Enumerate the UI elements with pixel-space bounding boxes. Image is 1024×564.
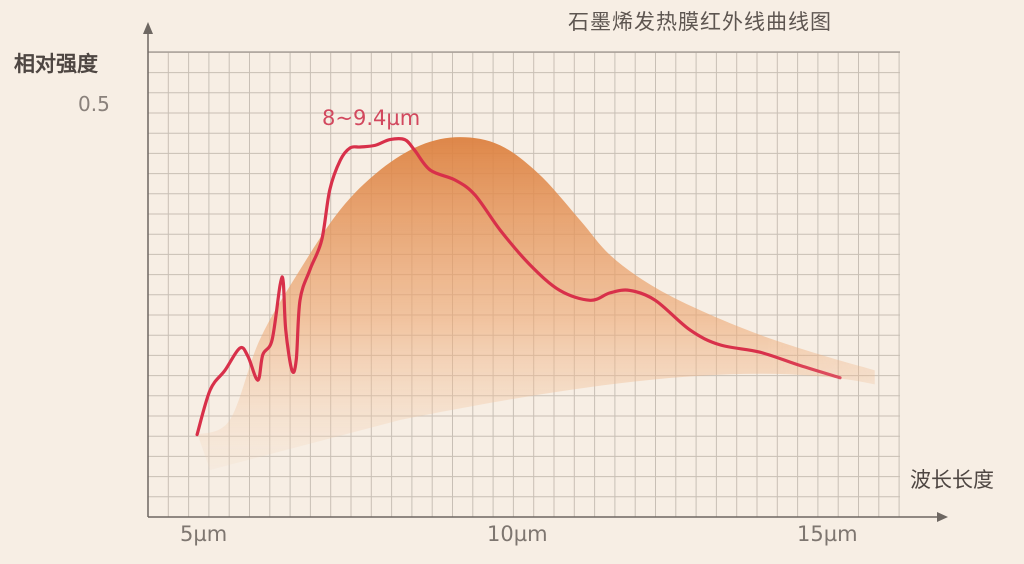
x-tick-label: 10µm [487, 522, 548, 546]
x-tick-label: 5µm [180, 522, 228, 546]
area-layer [197, 137, 875, 471]
y-tick-label: 0.5 [78, 92, 110, 116]
line-series [195, 136, 842, 437]
x-axis-label: 波长长度 [910, 468, 994, 492]
chart-title: 石墨烯发热膜红外线曲线图 [568, 10, 832, 34]
line-layer [195, 136, 842, 437]
area-series [197, 137, 875, 471]
axes [143, 22, 948, 522]
peak-annotation: 8~9.4µm [322, 106, 421, 130]
y-axis-arrow-icon [143, 22, 153, 34]
x-axis-arrow-icon [937, 512, 948, 522]
y-axis-label: 相对强度 [14, 52, 98, 76]
x-tick-label: 15µm [797, 522, 858, 546]
